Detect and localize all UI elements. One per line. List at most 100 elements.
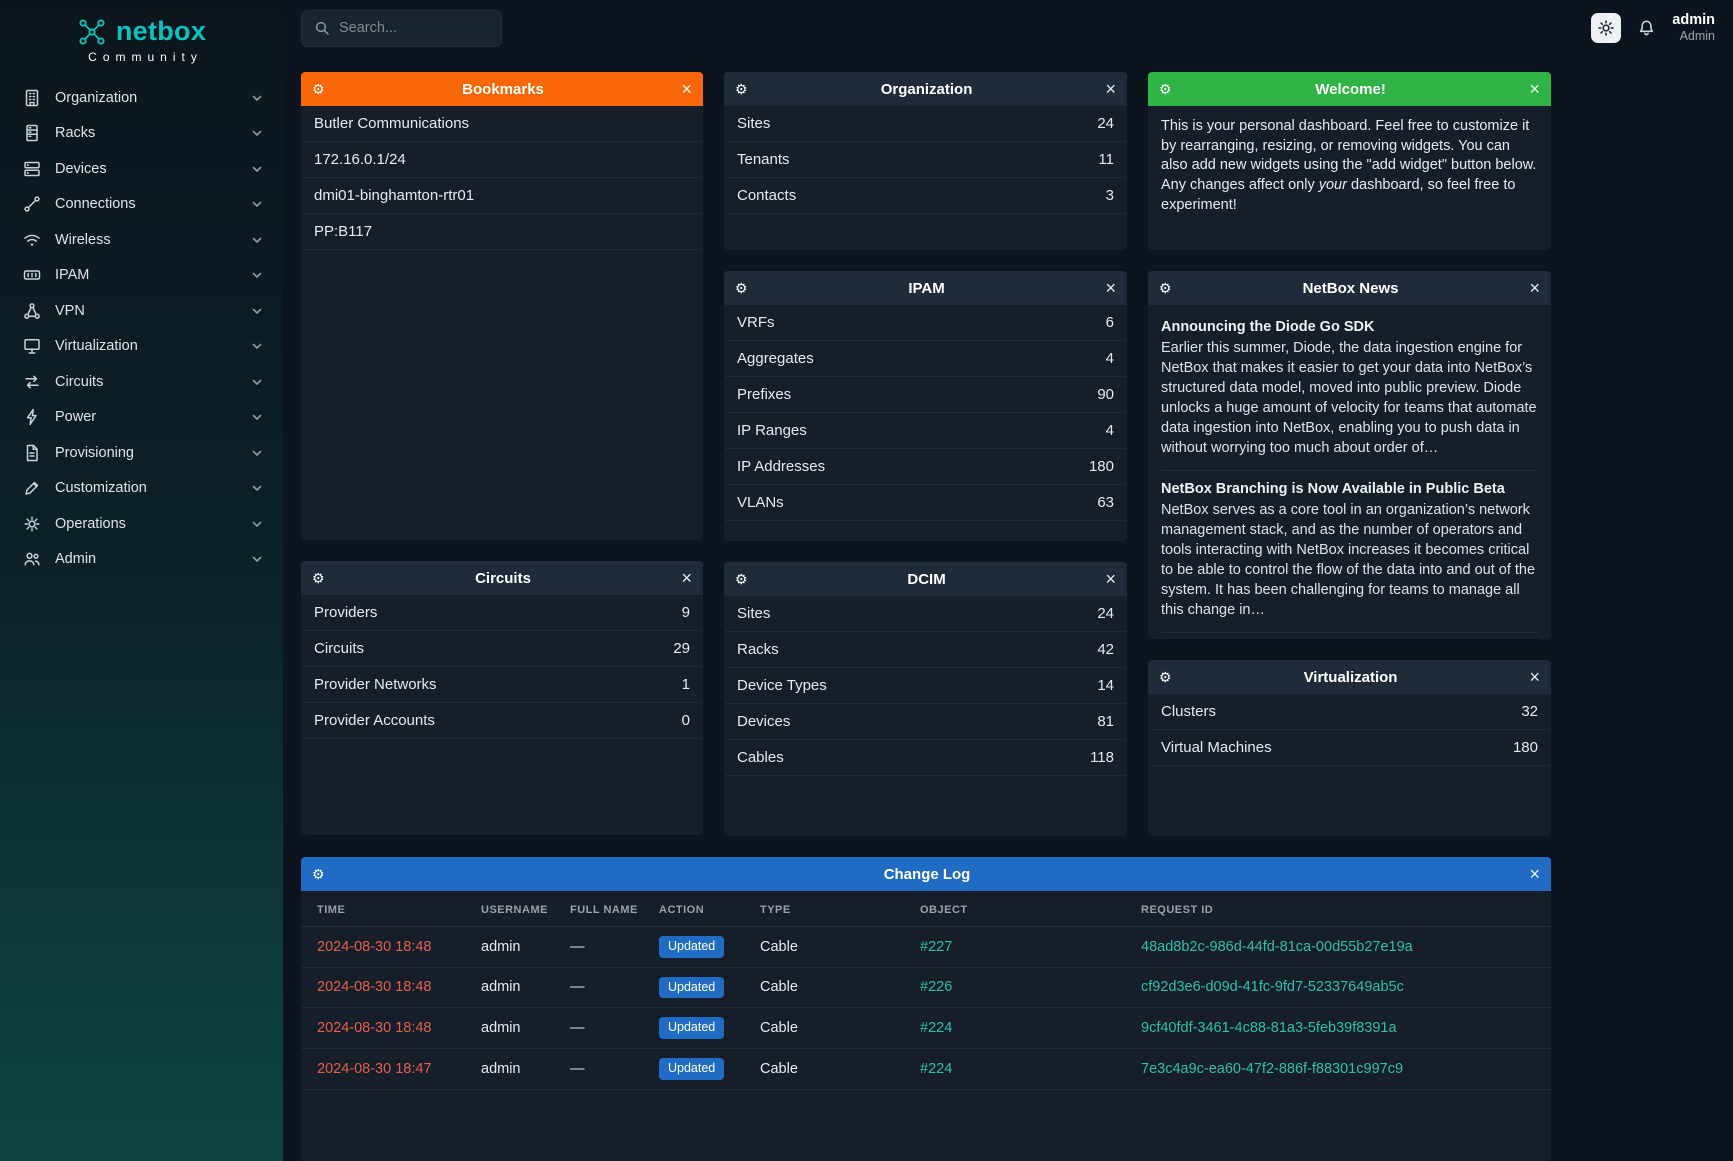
stat-label[interactable]: Providers [314, 604, 378, 621]
theme-toggle-button[interactable] [1591, 12, 1622, 43]
stat-row: Sites 24 [725, 106, 1126, 142]
changelog-time-link[interactable]: 2024-08-30 18:48 [317, 979, 432, 996]
sidebar-item-admin[interactable]: Admin [0, 542, 283, 578]
news-item-title[interactable]: NetBox Branching is Now Available in Pub… [1161, 481, 1505, 497]
stat-row: Tenants 11 [725, 142, 1126, 178]
changelog-object-link[interactable]: #227 [920, 938, 953, 955]
widget-netbox-news: ⚙ NetBox News × Announcing the Diode Go … [1148, 271, 1551, 639]
changelog-username: admin [471, 926, 560, 968]
stat-label[interactable]: Cables [737, 749, 784, 766]
stat-label[interactable]: Contacts [737, 187, 797, 204]
user-menu[interactable]: admin Admin [1672, 12, 1715, 44]
stat-label[interactable]: Prefixes [737, 386, 792, 403]
sidebar-item-virtualization[interactable]: Virtualization [0, 329, 283, 365]
stat-label[interactable]: VRFs [737, 314, 775, 331]
widget-close-icon[interactable]: × [1529, 864, 1540, 884]
stat-row: VRFs 6 [725, 305, 1126, 341]
widget-close-icon[interactable]: × [1105, 278, 1116, 298]
stat-label[interactable]: Provider Networks [314, 676, 437, 693]
sidebar-item-ipam[interactable]: IPAM [0, 258, 283, 294]
stat-label[interactable]: Devices [737, 713, 791, 730]
changelog-time-link[interactable]: 2024-08-30 18:48 [317, 938, 432, 955]
widget-config-icon[interactable]: ⚙ [735, 280, 748, 296]
changelog-requestid-link[interactable]: 9cf40fdf-3461-4c88-81a3-5feb39f8391a [1141, 1020, 1397, 1037]
widget-config-icon[interactable]: ⚙ [735, 571, 748, 587]
column-header-action: ACTION [649, 891, 750, 927]
widget-config-icon[interactable]: ⚙ [312, 866, 325, 882]
bookmark-link[interactable]: dmi01-binghamton-rtr01 [302, 178, 702, 214]
widget-config-icon[interactable]: ⚙ [735, 81, 748, 97]
widget-config-icon[interactable]: ⚙ [1159, 280, 1172, 296]
gear-icon [22, 514, 42, 534]
sidebar-item-label: Organization [55, 89, 138, 106]
widget-close-icon[interactable]: × [1105, 79, 1116, 99]
widget-welcome-header: ⚙ Welcome! × [1148, 72, 1551, 106]
sidebar-nav: Organization Racks Devices Connections [0, 80, 283, 577]
stat-label[interactable]: Clusters [1161, 703, 1217, 720]
changelog-requestid-link[interactable]: 7e3c4a9c-ea60-47f2-886f-f88301c997c9 [1141, 1060, 1404, 1077]
sidebar-item-operations[interactable]: Operations [0, 506, 283, 542]
sidebar-item-devices[interactable]: Devices [0, 151, 283, 187]
sidebar-item-vpn[interactable]: VPN [0, 293, 283, 329]
notifications-bell-icon[interactable] [1636, 17, 1657, 38]
widget-organization-header: ⚙ Organization × [724, 72, 1127, 106]
sidebar-item-wireless[interactable]: Wireless [0, 222, 283, 258]
chevron-down-icon [251, 163, 263, 175]
widget-config-icon[interactable]: ⚙ [1159, 669, 1172, 685]
widget-config-icon[interactable]: ⚙ [1159, 81, 1172, 97]
chevron-down-icon [251, 305, 263, 317]
stat-label[interactable]: Racks [737, 641, 779, 658]
netbox-logo[interactable]: netbox Community [0, 0, 283, 78]
widget-config-icon[interactable]: ⚙ [312, 570, 325, 586]
widget-title: Circuits [475, 569, 531, 587]
sidebar-item-power[interactable]: Power [0, 400, 283, 436]
stat-row: Sites 24 [725, 596, 1126, 632]
changelog-object-link[interactable]: #224 [920, 1020, 953, 1037]
bookmark-link[interactable]: 172.16.0.1/24 [302, 142, 702, 178]
stat-label[interactable]: Provider Accounts [314, 712, 435, 729]
stat-label[interactable]: VLANs [737, 494, 784, 511]
sidebar-item-label: Operations [55, 515, 126, 532]
widget-virtualization: ⚙ Virtualization × Clusters 32 Virtual Ma… [1148, 660, 1551, 836]
sidebar-item-connections[interactable]: Connections [0, 187, 283, 223]
sidebar-item-racks[interactable]: Racks [0, 116, 283, 152]
stat-label[interactable]: Device Types [737, 677, 827, 694]
stat-label[interactable]: IP Ranges [737, 422, 807, 439]
changelog-object-link[interactable]: #226 [920, 979, 953, 996]
widget-close-icon[interactable]: × [1105, 569, 1116, 589]
stat-label[interactable]: Tenants [737, 151, 790, 168]
widget-close-icon[interactable]: × [1529, 79, 1540, 99]
changelog-requestid-link[interactable]: cf92d3e6-d09d-41fc-9fd7-52337649ab5c [1141, 979, 1404, 996]
changelog-requestid-link[interactable]: 48ad8b2c-986d-44fd-81ca-00d55b27e19a [1141, 938, 1413, 955]
search-input[interactable] [339, 20, 479, 36]
widget-close-icon[interactable]: × [681, 79, 692, 99]
stat-value: 4 [1105, 350, 1114, 367]
column-header-fullname: FULL NAME [560, 891, 649, 927]
bookmark-link[interactable]: PP:B117 [302, 214, 702, 250]
widget-close-icon[interactable]: × [1529, 667, 1540, 687]
widget-config-icon[interactable]: ⚙ [312, 81, 325, 97]
stat-label[interactable]: Virtual Machines [1161, 739, 1272, 756]
stat-label[interactable]: Sites [737, 605, 771, 622]
stat-label[interactable]: IP Addresses [737, 458, 826, 475]
stat-row: Racks 42 [725, 632, 1126, 668]
changelog-row: 2024-08-30 18:48 admin — Updated Cable #… [301, 926, 1551, 968]
news-item-title[interactable]: Announcing the Diode Go SDK [1161, 319, 1375, 335]
changelog-time-link[interactable]: 2024-08-30 18:48 [317, 1020, 432, 1037]
search-box[interactable] [301, 9, 502, 47]
column-header-time: TIME [301, 891, 471, 927]
chevron-down-icon [251, 518, 263, 530]
stat-label[interactable]: Circuits [314, 640, 365, 657]
changelog-object-link[interactable]: #224 [920, 1060, 953, 1077]
widget-close-icon[interactable]: × [1529, 278, 1540, 298]
widget-close-icon[interactable]: × [681, 568, 692, 588]
widget-news-header: ⚙ NetBox News × [1148, 271, 1551, 305]
changelog-time-link[interactable]: 2024-08-30 18:47 [317, 1060, 432, 1077]
stat-label[interactable]: Aggregates [737, 350, 814, 367]
stat-label[interactable]: Sites [737, 115, 771, 132]
sidebar-item-organization[interactable]: Organization [0, 80, 283, 116]
sidebar-item-customization[interactable]: Customization [0, 471, 283, 507]
sidebar-item-circuits[interactable]: Circuits [0, 364, 283, 400]
sidebar-item-provisioning[interactable]: Provisioning [0, 435, 283, 471]
bookmark-link[interactable]: Butler Communications [302, 106, 702, 142]
